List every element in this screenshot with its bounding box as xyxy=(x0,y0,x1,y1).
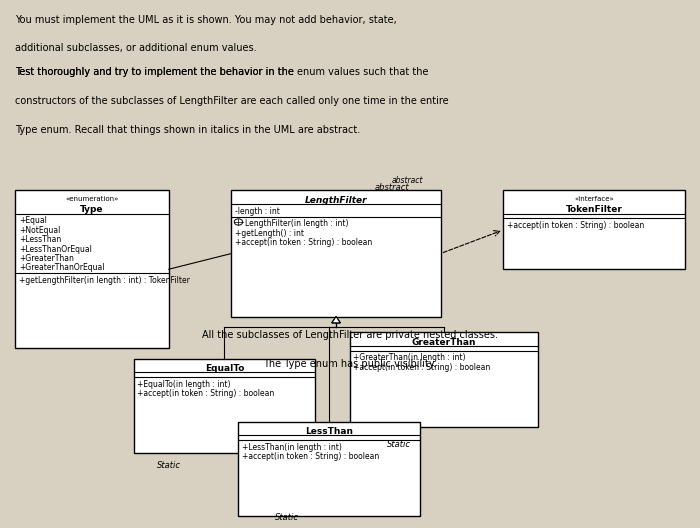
Text: TokenFilter: TokenFilter xyxy=(566,205,622,214)
Circle shape xyxy=(234,219,243,225)
FancyBboxPatch shape xyxy=(503,191,685,269)
Text: «interface»: «interface» xyxy=(574,196,614,202)
FancyBboxPatch shape xyxy=(232,191,440,316)
Text: Test thoroughly and try to implement the behavior in the enum values such that t: Test thoroughly and try to implement the… xyxy=(15,67,429,77)
Text: +LessThanOrEqual: +LessThanOrEqual xyxy=(19,244,92,253)
Text: Type enum. Recall that things shown in italics in the UML are abstract.: Type enum. Recall that things shown in i… xyxy=(15,125,360,135)
Text: +Equal: +Equal xyxy=(19,216,47,225)
Text: +NotEqual: +NotEqual xyxy=(19,225,60,234)
Text: «enumeration»: «enumeration» xyxy=(65,196,119,202)
Text: +accept(in token : String) : boolean: +accept(in token : String) : boolean xyxy=(235,238,372,247)
Polygon shape xyxy=(332,316,340,323)
Text: Test thoroughly and try to implement the behavior in the: Test thoroughly and try to implement the… xyxy=(15,67,297,77)
Polygon shape xyxy=(332,316,340,323)
Text: All the subclasses of LengthFilter are private nested classes.: All the subclasses of LengthFilter are p… xyxy=(202,329,498,340)
Text: LessThan: LessThan xyxy=(305,427,353,436)
Text: +LessThan: +LessThan xyxy=(19,235,61,244)
Text: Static: Static xyxy=(275,514,300,523)
Text: +EqualTo(in length : int): +EqualTo(in length : int) xyxy=(137,380,231,389)
Text: +accept(in token : String) : boolean: +accept(in token : String) : boolean xyxy=(354,363,491,372)
Text: You must implement the UML as it is shown. You may not add behavior, state,: You must implement the UML as it is show… xyxy=(15,14,397,24)
Text: +getLengthFilter(in length : int) : TokenFilter: +getLengthFilter(in length : int) : Toke… xyxy=(19,276,190,285)
Text: +accept(in token : String) : boolean: +accept(in token : String) : boolean xyxy=(507,221,644,230)
Text: abstract: abstract xyxy=(392,176,424,185)
Text: GreaterThan: GreaterThan xyxy=(412,337,477,346)
Text: Static: Static xyxy=(387,440,411,449)
Text: LengthFilter(in length : int): LengthFilter(in length : int) xyxy=(246,219,349,228)
Text: +accept(in token : String) : boolean: +accept(in token : String) : boolean xyxy=(242,452,379,461)
FancyBboxPatch shape xyxy=(15,191,169,348)
Text: abstract: abstract xyxy=(374,183,409,192)
Text: +GreaterThan(in length : int): +GreaterThan(in length : int) xyxy=(354,353,466,362)
FancyBboxPatch shape xyxy=(239,421,420,516)
FancyBboxPatch shape xyxy=(134,359,315,453)
Text: +LessThan(in length : int): +LessThan(in length : int) xyxy=(242,442,342,451)
Text: LengthFilter: LengthFilter xyxy=(304,196,368,205)
Text: The Type enum has public visibility.: The Type enum has public visibility. xyxy=(263,359,437,369)
Text: -length : int: -length : int xyxy=(235,207,280,216)
FancyBboxPatch shape xyxy=(350,332,538,427)
Text: constructors of the subclasses of LengthFilter are each called only one time in : constructors of the subclasses of Length… xyxy=(15,96,449,106)
Text: +GreaterThanOrEqual: +GreaterThanOrEqual xyxy=(19,263,104,272)
Text: Static: Static xyxy=(157,461,181,470)
Text: +getLength() : int: +getLength() : int xyxy=(235,229,304,238)
Text: Type: Type xyxy=(80,205,104,214)
Text: +accept(in token : String) : boolean: +accept(in token : String) : boolean xyxy=(137,389,274,398)
Text: EqualTo: EqualTo xyxy=(205,364,244,373)
Text: +GreaterThan: +GreaterThan xyxy=(19,254,74,263)
Polygon shape xyxy=(332,316,340,323)
Text: additional subclasses, or additional enum values.: additional subclasses, or additional enu… xyxy=(15,43,257,53)
